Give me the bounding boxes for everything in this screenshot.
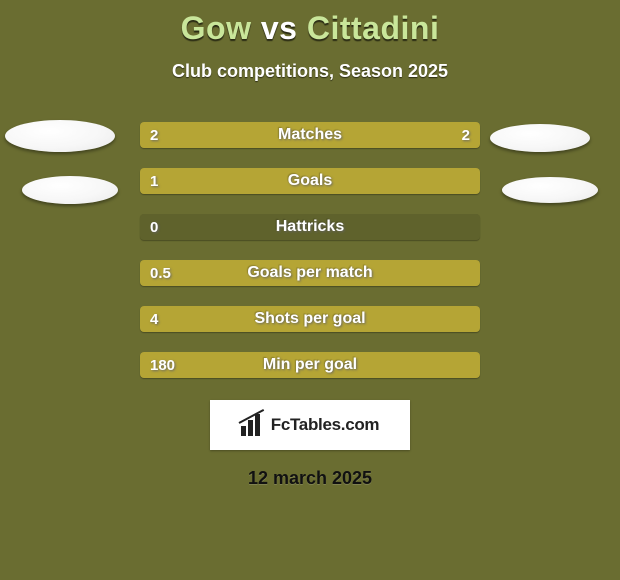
player-left-name: Gow bbox=[181, 10, 252, 46]
bar-fill-right bbox=[310, 122, 480, 148]
bar-fill-left bbox=[140, 352, 480, 378]
content-container: Gow vs Cittadini Club competitions, Seas… bbox=[0, 0, 620, 580]
vs-label: vs bbox=[261, 10, 298, 46]
logo-text: FcTables.com bbox=[271, 415, 380, 435]
date-label: 12 march 2025 bbox=[248, 468, 372, 489]
stats-bars: 22Matches 1Goals 0Hattricks 0.5Goals per ma… bbox=[140, 122, 480, 378]
logo-box: FcTables.com bbox=[210, 400, 410, 450]
subtitle: Club competitions, Season 2025 bbox=[172, 61, 448, 82]
bar-chart-icon bbox=[241, 414, 265, 436]
bar-fill-left bbox=[140, 168, 480, 194]
player-right-name: Cittadini bbox=[307, 10, 439, 46]
bar-track bbox=[140, 214, 480, 240]
stat-row: 22Matches bbox=[140, 122, 480, 148]
avatar-placeholder bbox=[490, 124, 590, 152]
stat-row: 180Min per goal bbox=[140, 352, 480, 378]
avatar-placeholder bbox=[502, 177, 598, 203]
avatar-placeholder bbox=[22, 176, 118, 204]
stat-row: 4Shots per goal bbox=[140, 306, 480, 332]
avatar-placeholder bbox=[5, 120, 115, 152]
bar-fill-left bbox=[140, 306, 480, 332]
bar-fill-left bbox=[140, 260, 480, 286]
stat-row: 0Hattricks bbox=[140, 214, 480, 240]
stat-row: 1Goals bbox=[140, 168, 480, 194]
bar-fill-left bbox=[140, 122, 310, 148]
page-title: Gow vs Cittadini bbox=[181, 10, 440, 47]
stat-row: 0.5Goals per match bbox=[140, 260, 480, 286]
